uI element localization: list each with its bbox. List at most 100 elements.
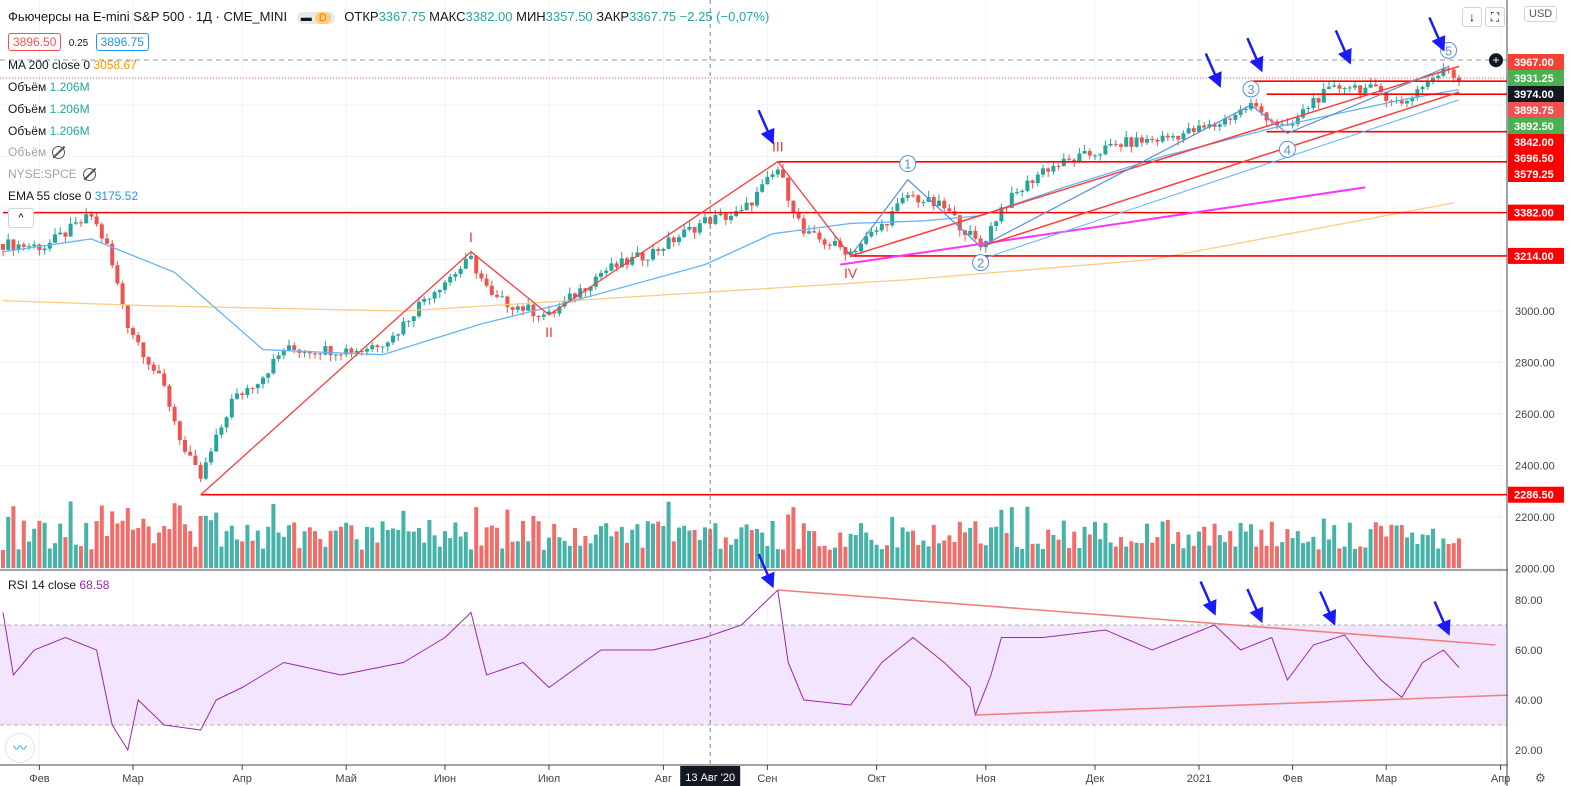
candle-body [827, 244, 832, 246]
volume-bar [515, 541, 520, 568]
candle-body [593, 276, 598, 287]
volume-bar [1295, 531, 1300, 568]
volume-bar [380, 521, 385, 568]
currency-button[interactable]: USD [1524, 6, 1558, 22]
volume-bar [105, 535, 109, 568]
time-tick-label: Авг [655, 773, 672, 785]
candle-body [651, 249, 655, 260]
volume-bar [1207, 545, 1212, 568]
candle-body [526, 304, 531, 311]
hidden-eye-icon[interactable] [52, 146, 66, 160]
volume-bar [1051, 534, 1056, 568]
volume-bar [1405, 537, 1409, 568]
candle-body [890, 211, 895, 226]
volume-bar [968, 527, 973, 568]
candle-body [323, 346, 328, 355]
volume-bar [760, 532, 765, 568]
volume-bar [141, 518, 146, 568]
volume-bar [952, 541, 957, 568]
candle-body [1108, 143, 1113, 146]
volume-bar [1223, 542, 1227, 568]
volume-bar [983, 545, 988, 568]
ma200-legend[interactable]: MA 200 close 0 3058.67 [8, 58, 137, 72]
candle-body [1384, 92, 1389, 101]
tradingview-logo-icon[interactable]: 〰 [5, 733, 35, 763]
volume-bar [437, 546, 442, 568]
ema55-legend[interactable]: EMA 55 close 0 3175.52 [8, 189, 138, 203]
blue-arrow-icon [1204, 53, 1222, 88]
spce-legend-hidden[interactable]: NYSE:SPCE [8, 167, 96, 182]
ohlc-value: 3367.75 [629, 9, 680, 24]
candle-body [136, 335, 141, 343]
time-tick-label: Дек [1086, 773, 1105, 785]
volume-bar [328, 530, 333, 568]
volume-bar [120, 520, 125, 568]
price-label-text: 3967.00 [1514, 57, 1554, 69]
candle-body [994, 221, 999, 227]
volume-label: Объём [8, 80, 47, 94]
volume-bar [1290, 538, 1295, 568]
candle-body [656, 249, 661, 251]
volume-bar [874, 544, 879, 568]
symbol-title[interactable]: Фьючерсы на E-mini S&P 500 · 1Д · CME_MI… [8, 9, 288, 24]
candle-body [1077, 153, 1082, 163]
candle-body [1451, 69, 1456, 78]
candle-body [645, 259, 650, 261]
collapse-legend-button[interactable]: ^ [8, 208, 34, 228]
volume-bar [973, 521, 978, 568]
candle-body [1025, 180, 1030, 191]
price-label-badge [1508, 101, 1564, 118]
candle-body [713, 215, 718, 224]
sell-button[interactable]: 3896.50 [8, 33, 62, 51]
candle-body [443, 282, 447, 290]
rsi-legend[interactable]: RSI 14 close 68.58 [8, 578, 109, 592]
fullscreen-button[interactable]: ⛶ [1485, 7, 1505, 27]
elliott-wave-minor [850, 65, 1449, 257]
volume-bar [292, 522, 297, 568]
rsi-tick-label: 40.00 [1515, 695, 1543, 707]
volume-bar [666, 501, 671, 568]
candle-body [1015, 192, 1019, 194]
scroll-to-latest-button[interactable]: ↓ [1462, 7, 1482, 27]
volume-bar [396, 529, 401, 568]
volume-bar [1446, 543, 1451, 568]
candle-body [94, 216, 99, 225]
candle-body [760, 184, 765, 192]
candle-body [583, 288, 588, 291]
candle-body [1399, 100, 1404, 104]
candle-body [1067, 158, 1071, 160]
spce-label: NYSE:SPCE [8, 167, 77, 181]
volume-bar [1327, 539, 1331, 568]
candle-body [1212, 124, 1217, 127]
spread: 0.25 [68, 38, 89, 49]
volume-bar [703, 527, 707, 568]
candle-body [1, 244, 5, 250]
volume-bar [526, 541, 531, 568]
volume-legend-3[interactable]: Объём 1.206M [8, 124, 90, 138]
volume-bar [1431, 528, 1435, 568]
volume-bar [1457, 538, 1461, 568]
hidden-eye-icon[interactable] [82, 168, 96, 182]
volume-bar [110, 511, 115, 568]
volume-bar [1217, 534, 1222, 568]
price-label-badge [1508, 486, 1564, 503]
volume-bar [1165, 520, 1170, 568]
volume-legend-hidden[interactable]: Объём [8, 145, 66, 160]
candle-body [1082, 151, 1087, 154]
volume-bar [1342, 546, 1347, 568]
volume-bar [1093, 521, 1097, 568]
volume-legend-1[interactable]: Объём 1.206M [8, 80, 90, 94]
volume-bar [1410, 532, 1415, 568]
volume-bar [209, 520, 213, 568]
volume-bar [271, 503, 276, 568]
volume-legend-2[interactable]: Объём 1.206M [8, 102, 90, 116]
candle-body [718, 213, 723, 216]
volume-bar [765, 546, 770, 568]
buy-button[interactable]: 3896.75 [95, 33, 149, 51]
candle-body [661, 248, 666, 251]
candle-body [739, 210, 744, 212]
candle-body [141, 342, 146, 358]
candle-body [427, 298, 432, 300]
volume-bar [791, 507, 796, 568]
